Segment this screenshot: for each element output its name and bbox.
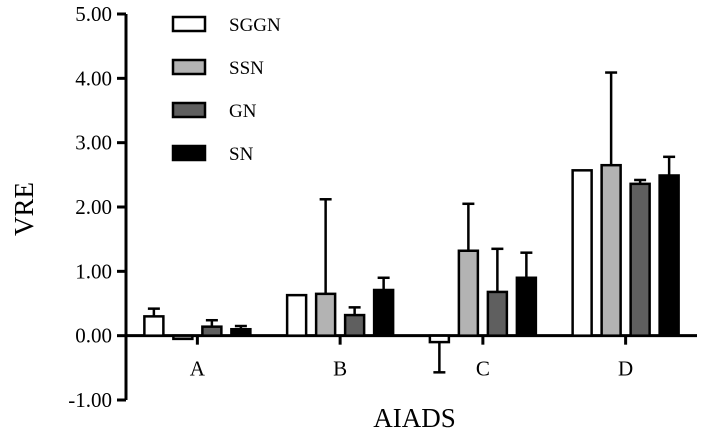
bar: [230, 327, 252, 337]
x-tick-label: B: [333, 357, 347, 381]
x-tick-label: D: [618, 357, 633, 381]
bar: [314, 292, 337, 337]
legend-swatch: [171, 101, 207, 119]
axes: -1.00 0.00 1.00 2.00 3.00 4.00 5.00 A B C D: [68, 2, 697, 412]
bar: [372, 288, 395, 337]
y-tick-label: 0.00: [75, 324, 112, 348]
bar: [343, 313, 366, 337]
x-axis-title: AIADS: [373, 403, 456, 433]
legend-label: GN: [229, 101, 257, 122]
bar: [428, 334, 451, 344]
bar: [515, 276, 538, 337]
legend: SGGN SSN GN SN: [171, 15, 281, 165]
x-tick-label: C: [476, 357, 490, 381]
legend-label: SGGN: [229, 15, 281, 36]
bar: [600, 163, 622, 337]
y-tick-label: 4.00: [75, 66, 112, 90]
y-tick-label: 5.00: [75, 2, 112, 26]
bar: [629, 182, 651, 337]
y-axis-title: VRE: [9, 182, 39, 236]
bar: [457, 249, 480, 337]
legend-swatch: [171, 15, 207, 33]
bar: [285, 293, 308, 337]
bar: [172, 334, 194, 341]
legend-label: SSN: [229, 58, 264, 79]
bar: [486, 290, 509, 337]
legend-swatch: [171, 58, 207, 76]
bars: [143, 71, 680, 374]
bar: [571, 169, 593, 337]
bar: [658, 174, 680, 337]
x-tick-label: A: [190, 357, 206, 381]
bar: [201, 325, 223, 337]
bar: [143, 315, 165, 337]
legend-label: SN: [229, 144, 254, 165]
y-tick-label: 3.00: [75, 131, 112, 155]
y-tick-label: -1.00: [68, 388, 112, 412]
legend-swatch: [171, 144, 207, 162]
y-tick-label: 1.00: [75, 259, 112, 283]
y-tick-label: 2.00: [75, 195, 112, 219]
